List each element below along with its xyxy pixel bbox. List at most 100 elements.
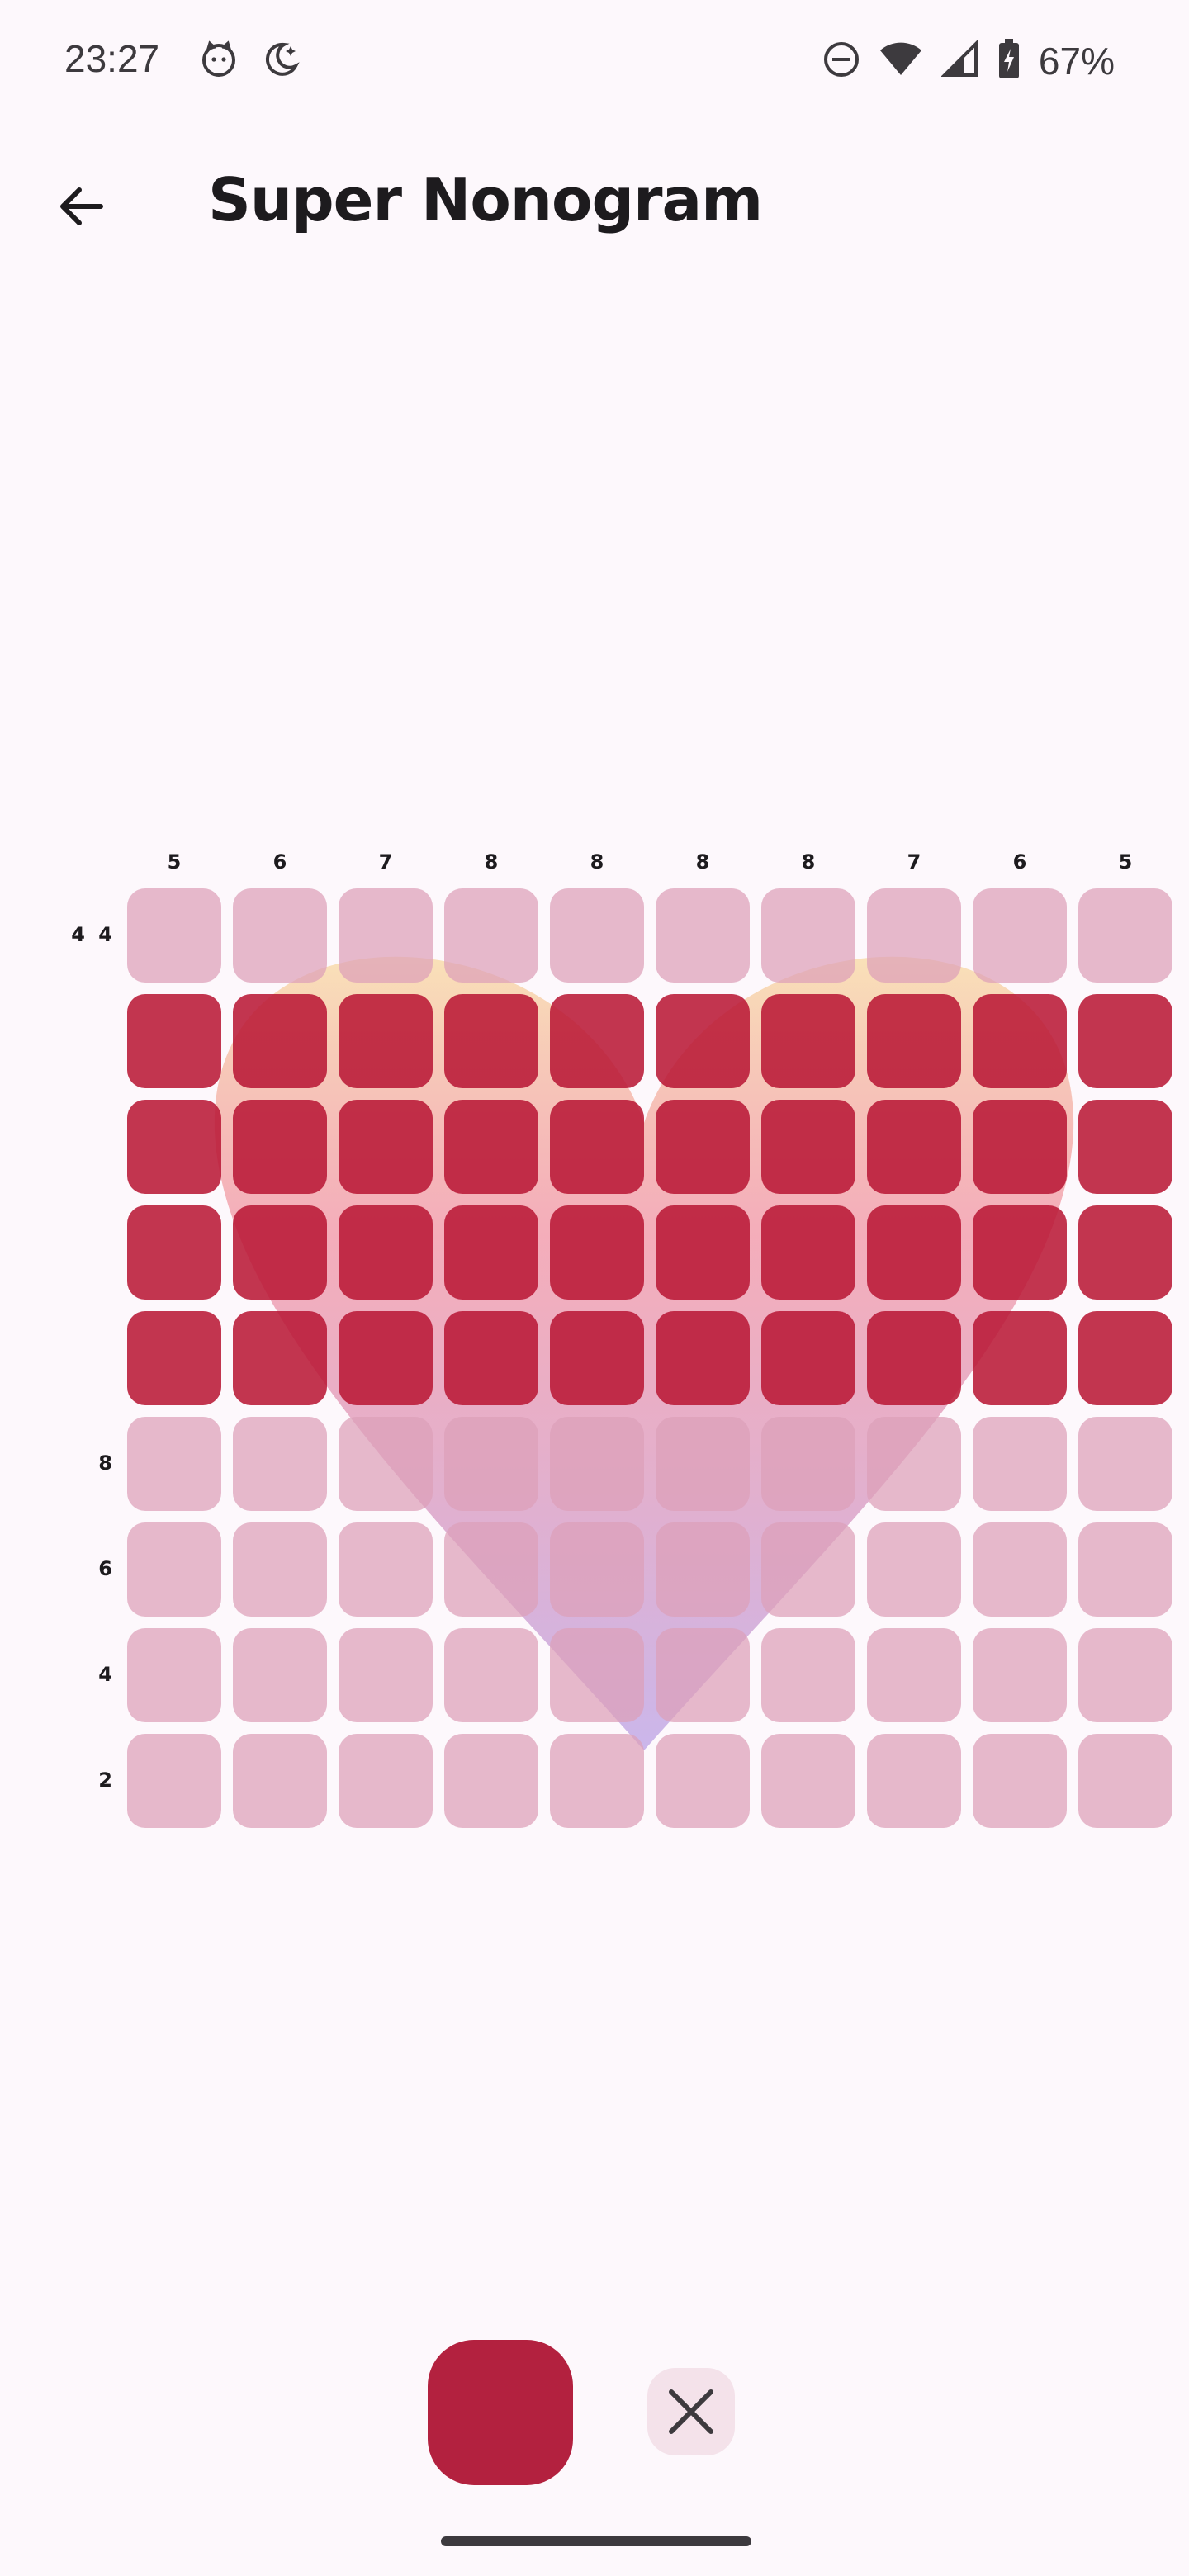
- grid-cell-empty[interactable]: [973, 1522, 1067, 1617]
- grid-cell-filled[interactable]: [444, 1205, 538, 1300]
- grid-cell-empty[interactable]: [656, 1522, 750, 1617]
- grid-cell-filled[interactable]: [1078, 994, 1172, 1088]
- grid-cell-empty[interactable]: [1078, 1417, 1172, 1511]
- grid-cell-filled[interactable]: [761, 1311, 855, 1405]
- grid-cell-filled[interactable]: [127, 994, 221, 1088]
- grid-cell-filled[interactable]: [550, 994, 644, 1088]
- grid-cell-filled[interactable]: [867, 1205, 961, 1300]
- close-icon: [669, 2389, 713, 2434]
- column-clue: 5: [167, 850, 182, 874]
- cross-tool-button[interactable]: [647, 2368, 735, 2455]
- grid-cell-empty[interactable]: [127, 1734, 221, 1828]
- grid-cell-empty[interactable]: [550, 1522, 644, 1617]
- grid-cell-filled[interactable]: [867, 994, 961, 1088]
- grid-cell-filled[interactable]: [761, 1100, 855, 1194]
- grid-cell-empty[interactable]: [867, 1734, 961, 1828]
- grid-cell-filled[interactable]: [656, 1205, 750, 1300]
- grid-cell-filled[interactable]: [233, 994, 327, 1088]
- grid-cell-empty[interactable]: [339, 888, 433, 983]
- grid-cell-empty[interactable]: [761, 1522, 855, 1617]
- grid-cell-empty[interactable]: [127, 888, 221, 983]
- grid-cell-filled[interactable]: [550, 1205, 644, 1300]
- grid-cell-empty[interactable]: [444, 888, 538, 983]
- grid-cell-empty[interactable]: [867, 1628, 961, 1722]
- grid-cell-filled[interactable]: [973, 1205, 1067, 1300]
- grid-cell-empty[interactable]: [656, 1417, 750, 1511]
- column-clue: 6: [272, 850, 287, 874]
- grid-cell-empty[interactable]: [761, 1628, 855, 1722]
- grid-cell-filled[interactable]: [656, 994, 750, 1088]
- grid-cell-empty[interactable]: [867, 1522, 961, 1617]
- grid-cell-empty[interactable]: [550, 888, 644, 983]
- grid-cell-empty[interactable]: [444, 1417, 538, 1511]
- grid-cell-filled[interactable]: [656, 1311, 750, 1405]
- grid-cell-filled[interactable]: [761, 1205, 855, 1300]
- grid-cell-filled[interactable]: [127, 1311, 221, 1405]
- grid-cell-empty[interactable]: [1078, 1734, 1172, 1828]
- grid-cell-empty[interactable]: [127, 1628, 221, 1722]
- grid-cell-filled[interactable]: [973, 994, 1067, 1088]
- grid-cell-empty[interactable]: [233, 1522, 327, 1617]
- grid-cell-empty[interactable]: [867, 888, 961, 983]
- grid-cell-empty[interactable]: [973, 1417, 1067, 1511]
- grid-cell-empty[interactable]: [656, 888, 750, 983]
- grid-cell-empty[interactable]: [761, 888, 855, 983]
- grid-cell-filled[interactable]: [1078, 1205, 1172, 1300]
- grid-cell-empty[interactable]: [761, 1417, 855, 1511]
- grid-cell-empty[interactable]: [339, 1417, 433, 1511]
- grid-cell-empty[interactable]: [867, 1417, 961, 1511]
- grid-cell-empty[interactable]: [1078, 1522, 1172, 1617]
- grid-cell-empty[interactable]: [339, 1734, 433, 1828]
- grid-cell-empty[interactable]: [1078, 1628, 1172, 1722]
- grid-cell-empty[interactable]: [1078, 888, 1172, 983]
- grid-cell-empty[interactable]: [339, 1628, 433, 1722]
- grid-cell-filled[interactable]: [339, 1311, 433, 1405]
- grid-cell-filled[interactable]: [973, 1311, 1067, 1405]
- grid-cell-filled[interactable]: [1078, 1311, 1172, 1405]
- grid-cell-empty[interactable]: [656, 1734, 750, 1828]
- grid-cell-empty[interactable]: [973, 888, 1067, 983]
- grid-cell-empty[interactable]: [550, 1417, 644, 1511]
- grid-cell-filled[interactable]: [550, 1100, 644, 1194]
- grid-cell-empty[interactable]: [444, 1628, 538, 1722]
- grid-cell-filled[interactable]: [444, 1311, 538, 1405]
- grid-cell-filled[interactable]: [444, 1100, 538, 1194]
- grid-cell-filled[interactable]: [867, 1311, 961, 1405]
- grid-cell-empty[interactable]: [233, 1734, 327, 1828]
- grid-cell-empty[interactable]: [233, 888, 327, 983]
- cat-face-icon: [200, 40, 238, 81]
- grid-cell-filled[interactable]: [233, 1205, 327, 1300]
- grid-cell-filled[interactable]: [339, 1205, 433, 1300]
- grid-cell-empty[interactable]: [233, 1628, 327, 1722]
- grid-cell-filled[interactable]: [233, 1100, 327, 1194]
- grid-cell-filled[interactable]: [127, 1205, 221, 1300]
- grid-cell-empty[interactable]: [444, 1522, 538, 1617]
- grid-cell-empty[interactable]: [127, 1417, 221, 1511]
- grid-cell-empty[interactable]: [339, 1522, 433, 1617]
- grid-cell-filled[interactable]: [1078, 1100, 1172, 1194]
- grid-cell-filled[interactable]: [339, 994, 433, 1088]
- grid-cell-empty[interactable]: [656, 1628, 750, 1722]
- grid-cell-filled[interactable]: [656, 1100, 750, 1194]
- grid-cell-empty[interactable]: [761, 1734, 855, 1828]
- grid-cell-empty[interactable]: [233, 1417, 327, 1511]
- grid-cell-filled[interactable]: [550, 1311, 644, 1405]
- grid-cell-empty[interactable]: [973, 1628, 1067, 1722]
- grid-cell-filled[interactable]: [339, 1100, 433, 1194]
- column-clue: 8: [484, 850, 499, 874]
- grid-cell-filled[interactable]: [444, 994, 538, 1088]
- grid-cell-empty[interactable]: [444, 1734, 538, 1828]
- grid-cell-empty[interactable]: [550, 1734, 644, 1828]
- grid-cell-filled[interactable]: [973, 1100, 1067, 1194]
- grid-cell-empty[interactable]: [127, 1522, 221, 1617]
- column-clue: 5: [1118, 850, 1133, 874]
- grid-cell-filled[interactable]: [761, 994, 855, 1088]
- grid-cell-filled[interactable]: [233, 1311, 327, 1405]
- grid-cell-filled[interactable]: [127, 1100, 221, 1194]
- back-button[interactable]: [41, 167, 121, 246]
- grid-cell-empty[interactable]: [973, 1734, 1067, 1828]
- column-clue: 8: [695, 850, 710, 874]
- grid-cell-filled[interactable]: [867, 1100, 961, 1194]
- fill-tool-button[interactable]: [428, 2340, 573, 2485]
- grid-cell-empty[interactable]: [550, 1628, 644, 1722]
